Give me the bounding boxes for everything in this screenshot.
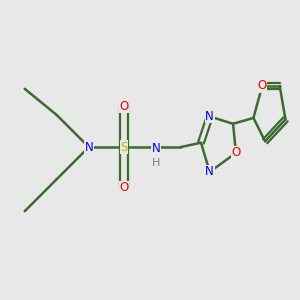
Text: O: O bbox=[119, 182, 128, 194]
Text: N: N bbox=[206, 110, 214, 123]
Text: O: O bbox=[119, 100, 128, 113]
Text: S: S bbox=[120, 141, 127, 154]
Text: N: N bbox=[152, 142, 160, 155]
Text: N: N bbox=[206, 165, 214, 178]
Text: O: O bbox=[258, 80, 267, 92]
Text: O: O bbox=[231, 146, 241, 159]
Text: H: H bbox=[152, 158, 160, 168]
Text: N: N bbox=[84, 141, 93, 154]
